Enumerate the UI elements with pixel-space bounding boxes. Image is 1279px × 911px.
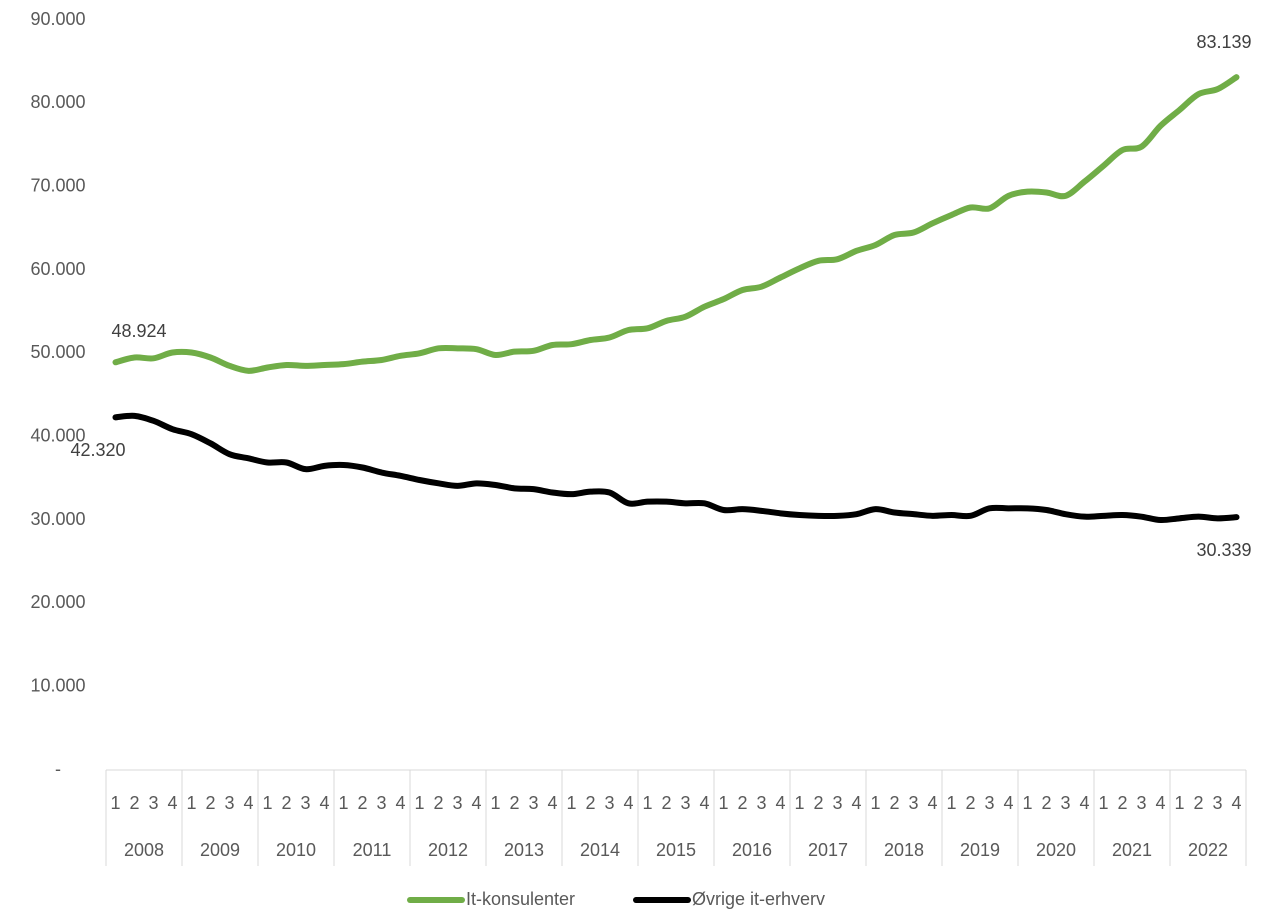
- x-tick-label: 1: [1022, 793, 1032, 813]
- x-tick-label: 2: [889, 793, 899, 813]
- x-tick-label: 4: [775, 793, 785, 813]
- y-tick-label: 80.000: [30, 92, 85, 112]
- x-tick-label: 3: [1060, 793, 1070, 813]
- year-label: 2009: [200, 840, 240, 860]
- year-label: 2011: [353, 840, 392, 860]
- x-tick-label: 3: [680, 793, 690, 813]
- x-tick-label: 1: [262, 793, 272, 813]
- year-label: 2022: [1188, 840, 1228, 860]
- x-tick-label: 2: [281, 793, 291, 813]
- x-tick-label: 1: [794, 793, 804, 813]
- year-label: 2008: [124, 840, 164, 860]
- year-label: 2013: [504, 840, 544, 860]
- x-tick-label: 1: [870, 793, 880, 813]
- year-label: 2020: [1036, 840, 1076, 860]
- y-tick-label: 20.000: [30, 592, 85, 612]
- x-tick-label: 2: [357, 793, 367, 813]
- x-tick-label: 3: [376, 793, 386, 813]
- x-tick-label: 2: [585, 793, 595, 813]
- x-tick-label: 2: [1193, 793, 1203, 813]
- x-tick-label: 2: [129, 793, 139, 813]
- year-label: 2019: [960, 840, 1000, 860]
- x-tick-label: 4: [471, 793, 481, 813]
- x-tick-label: 4: [167, 793, 177, 813]
- year-label: 2014: [580, 840, 620, 860]
- x-tick-label: 3: [148, 793, 158, 813]
- data-label: 83.139: [1197, 32, 1252, 52]
- x-tick-label: 1: [338, 793, 348, 813]
- x-tick-label: 1: [1098, 793, 1108, 813]
- x-tick-label: 3: [832, 793, 842, 813]
- x-tick-label: 1: [110, 793, 120, 813]
- y-tick-label: 40.000: [30, 425, 85, 445]
- year-label: 2016: [732, 840, 772, 860]
- x-tick-label: 4: [395, 793, 405, 813]
- x-tick-label: 2: [205, 793, 215, 813]
- x-tick-label: 3: [300, 793, 310, 813]
- x-tick-label: 3: [984, 793, 994, 813]
- x-tick-label: 2: [1117, 793, 1127, 813]
- x-tick-label: 1: [946, 793, 956, 813]
- y-tick-label: 90.000: [30, 9, 85, 29]
- data-label: 42.320: [71, 440, 126, 460]
- x-tick-label: 4: [699, 793, 709, 813]
- x-tick-label: 2: [1041, 793, 1051, 813]
- x-tick-label: 1: [1174, 793, 1184, 813]
- y-tick-label: 50.000: [30, 342, 85, 362]
- x-tick-label: 2: [661, 793, 671, 813]
- x-tick-label: 3: [224, 793, 234, 813]
- y-tick-label: 60.000: [30, 259, 85, 279]
- x-tick-label: 3: [604, 793, 614, 813]
- x-tick-label: 1: [642, 793, 652, 813]
- legend-label: Øvrige it-erhverv: [692, 889, 825, 909]
- year-label: 2010: [276, 840, 316, 860]
- x-tick-label: 1: [186, 793, 196, 813]
- x-tick-label: 2: [509, 793, 519, 813]
- x-tick-label: 4: [851, 793, 861, 813]
- series-line: [112, 412, 1240, 524]
- x-tick-label: 1: [414, 793, 424, 813]
- x-tick-label: 3: [1212, 793, 1222, 813]
- data-label: 30.339: [1197, 540, 1252, 560]
- x-tick-label: 2: [965, 793, 975, 813]
- x-tick-label: 4: [547, 793, 557, 813]
- x-tick-label: 3: [528, 793, 538, 813]
- x-tick-label: 1: [490, 793, 500, 813]
- x-tick-label: 1: [566, 793, 576, 813]
- legend-label: It-konsulenter: [466, 889, 575, 909]
- x-tick-label: 4: [1231, 793, 1241, 813]
- x-tick-label: 2: [433, 793, 443, 813]
- x-tick-label: 2: [813, 793, 823, 813]
- y-tick-label: 30.000: [30, 509, 85, 529]
- year-label: 2018: [884, 840, 924, 860]
- x-tick-label: 4: [1155, 793, 1165, 813]
- x-tick-label: 3: [452, 793, 462, 813]
- y-tick-label: 10.000: [30, 675, 85, 695]
- x-tick-label: 1: [718, 793, 728, 813]
- x-tick-label: 3: [756, 793, 766, 813]
- x-tick-label: 4: [319, 793, 329, 813]
- x-tick-label: 4: [1003, 793, 1013, 813]
- x-tick-label: 2: [737, 793, 747, 813]
- year-label: 2015: [656, 840, 696, 860]
- x-tick-label: 4: [243, 793, 253, 813]
- year-label: 2021: [1112, 840, 1152, 860]
- year-label: 2017: [808, 840, 848, 860]
- series-line: [112, 74, 1240, 374]
- x-tick-label: 3: [908, 793, 918, 813]
- y-tick-label: 70.000: [30, 175, 85, 195]
- x-tick-label: 4: [927, 793, 937, 813]
- y-tick-label: -: [55, 759, 61, 779]
- x-tick-label: 3: [1136, 793, 1146, 813]
- x-tick-label: 4: [623, 793, 633, 813]
- x-tick-label: 4: [1079, 793, 1089, 813]
- year-label: 2012: [428, 840, 468, 860]
- data-label: 48.924: [112, 321, 167, 341]
